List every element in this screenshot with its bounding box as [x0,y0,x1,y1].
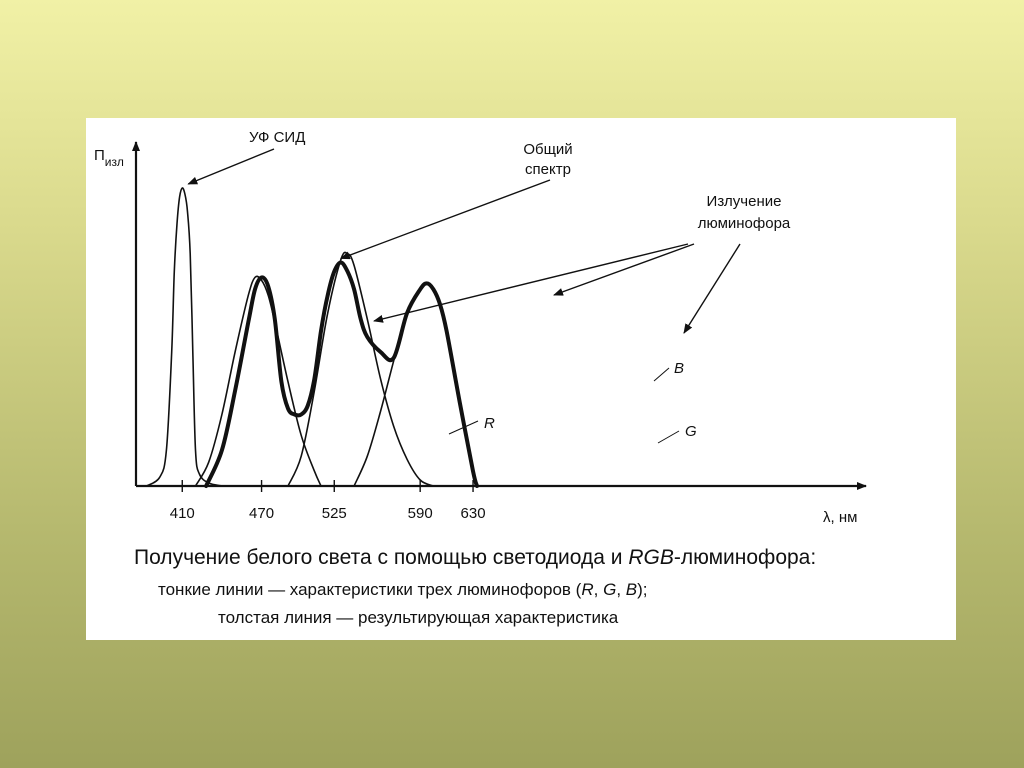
phosphor-label-2: люминофора [698,215,791,232]
x-tick-label-410: 410 [170,505,195,522]
caption-rgb: RGB [628,546,674,569]
x-tick-label-525: 525 [322,505,347,522]
y-axis-label: Пизл [94,147,124,169]
total-spectrum-label-1: Общий [523,141,572,158]
caption-line-2-end: ); [637,580,648,599]
b-label: B [674,360,684,377]
spectrum-chart: 410 470 525 590 630 λ, нм Пизл УФ СИД Общий спек… [94,129,867,526]
caption-line-3: толстая линия — результирующая характери… [218,608,619,627]
y-axis-label-sub: изл [105,155,124,169]
x-tick-label-470: 470 [249,505,274,522]
phosphor-arrow-g [553,243,695,296]
caption-line-1-end: -люминофора: [673,546,817,569]
y-axis-label-main: П [94,147,105,164]
caption-sep-1: , [593,580,604,599]
caption-sep-2: , [616,580,626,599]
caption-b: B [625,580,638,599]
series-line-4 [204,260,479,488]
x-axis-label: λ, нм [823,509,857,526]
r-leader [448,420,479,435]
total-spectrum-arrow [339,179,551,260]
caption-r: R [581,580,594,599]
series-line-2 [287,251,435,487]
series-line-1 [194,275,322,487]
x-tick-label-590: 590 [408,505,433,522]
uv-led-arrow [187,148,275,185]
b-leader [653,367,670,382]
phosphor-arrow-r [373,243,689,323]
caption-line-2: тонкие линии — характеристики трех люмин… [158,580,648,600]
series-line-3 [353,282,478,487]
caption-line-1-text: Получение белого света с помощью светоди… [134,546,629,569]
series-line-0 [145,187,223,487]
uv-led-label: УФ СИД [249,129,305,146]
phosphor-arrow-b [683,243,741,334]
r-label: R [484,415,495,432]
phosphor-label-1: Излучение [707,193,782,210]
g-label: G [685,423,697,440]
caption-g: G [603,580,617,599]
x-tick-label-630: 630 [461,505,486,522]
g-leader [657,430,680,444]
caption-line-2-text: тонкие линии — характеристики трех люмин… [158,580,582,599]
figure-panel: 410 470 525 590 630 λ, нм Пизл УФ СИД Общий спек… [86,118,956,640]
total-spectrum-label-2: спектр [525,161,571,178]
caption-line-1: Получение белого света с помощью светоди… [134,546,816,570]
